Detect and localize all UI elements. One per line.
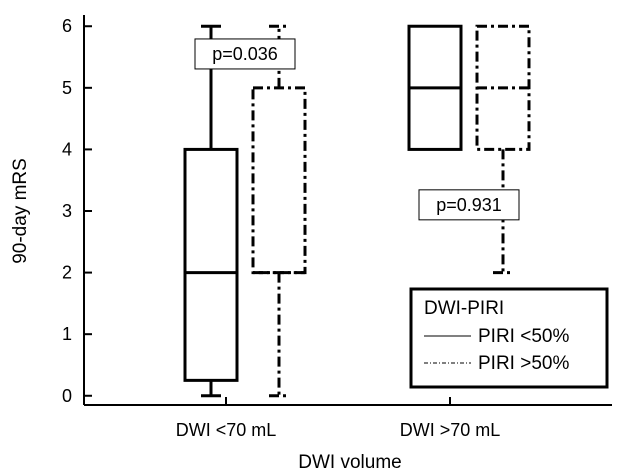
box-iqr [183,147,239,382]
y-tick-label: 1 [62,324,72,344]
p-value-box [418,189,520,221]
p-value-text: p=0.931 [436,195,502,215]
p-value-annotation: p=0.931 [418,189,520,221]
y-tick-label: 3 [62,201,72,221]
p-value-text: p=0.036 [212,44,278,64]
p-value-annotation: p=0.036 [194,38,296,70]
x-tick-label: DWI >70 mL [400,420,501,440]
box-plots [183,24,531,398]
x-tick-label: DWI <70 mL [176,420,277,440]
legend-label: PIRI >50% [478,353,569,374]
legend-label: PIRI <50% [478,326,569,347]
y-tick-label: 5 [62,78,72,98]
axes: 0 1 2 3 4 5 6 DWI <70 mL DWI >70 mL DWI volume 90-… [10,15,612,473]
legend-title: DWI-PIRI [424,298,504,319]
y-tick-label: 2 [62,263,72,283]
box-piri-under-50-cat-1 [407,24,463,151]
y-tick-label: 4 [62,139,72,159]
box-piri-over-50-cat-1 [475,24,531,275]
annotations: p=0.036 p=0.931 [194,38,520,221]
y-tick-label: 0 [62,386,72,406]
p-value-box [194,38,296,70]
box-iqr [251,86,307,275]
y-axis-title: 90-day mRS [10,158,31,264]
legend: DWI-PIRI PIRI <50% PIRI >50% [409,287,609,389]
legend-box [409,287,609,389]
box-piri-under-50-cat-0 [183,24,239,398]
y-tick-label: 6 [62,16,72,36]
x-axis-title: DWI volume [298,452,401,473]
box-piri-over-50-cat-0 [251,24,307,398]
